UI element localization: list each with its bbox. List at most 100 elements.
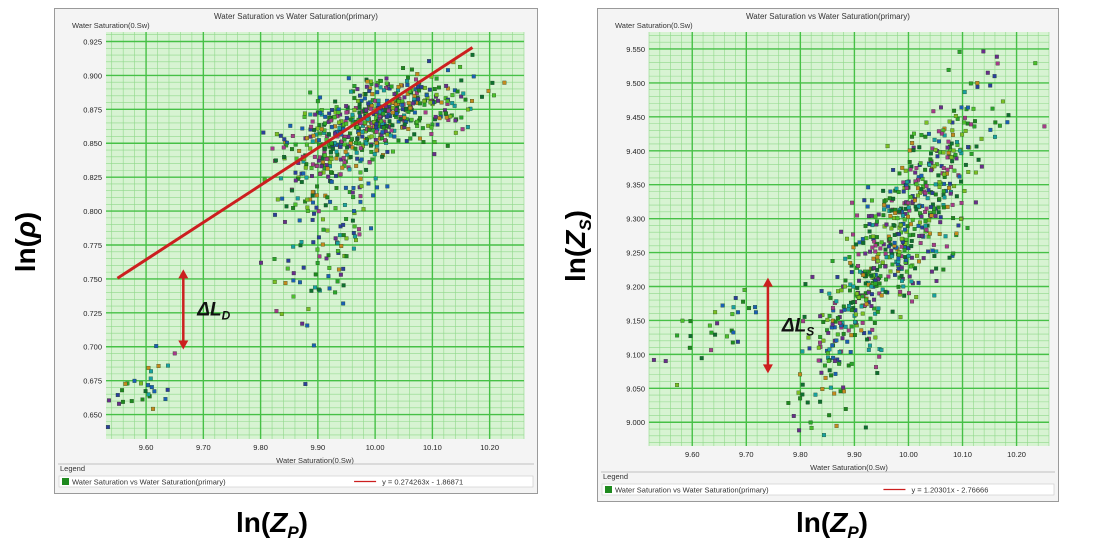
data-point xyxy=(822,433,826,438)
data-point xyxy=(298,280,302,285)
data-point xyxy=(459,115,464,120)
data-point xyxy=(687,345,692,350)
data-point xyxy=(1006,113,1011,118)
data-point xyxy=(303,165,308,170)
data-point xyxy=(841,385,846,390)
data-point xyxy=(365,117,370,122)
data-point xyxy=(304,175,309,180)
data-point xyxy=(324,156,329,161)
data-point xyxy=(828,385,833,390)
data-point xyxy=(470,52,475,57)
data-point xyxy=(356,99,361,103)
data-point xyxy=(897,209,901,214)
data-point xyxy=(414,77,418,82)
data-point xyxy=(316,235,321,240)
data-point xyxy=(303,382,308,387)
data-point xyxy=(924,120,929,125)
data-point xyxy=(446,68,450,73)
data-point xyxy=(816,358,821,363)
data-point xyxy=(833,319,838,324)
data-point xyxy=(916,204,921,209)
data-point xyxy=(325,195,330,200)
data-point xyxy=(381,125,386,130)
data-point xyxy=(923,180,928,185)
data-point xyxy=(827,413,832,418)
data-point xyxy=(290,188,295,193)
data-point xyxy=(864,302,869,307)
data-point xyxy=(864,236,869,241)
data-point xyxy=(901,180,906,185)
data-point xyxy=(820,387,825,392)
data-point xyxy=(426,123,431,128)
data-point xyxy=(341,222,346,227)
data-point xyxy=(899,273,904,278)
data-point xyxy=(906,205,911,210)
y-tick-label: 9.500 xyxy=(626,79,645,88)
data-points xyxy=(105,52,507,430)
data-point xyxy=(881,188,886,193)
data-point xyxy=(279,311,284,316)
data-point xyxy=(699,356,704,361)
data-point xyxy=(311,200,315,205)
data-point xyxy=(270,146,275,151)
y-tick-label: 9.550 xyxy=(626,45,645,54)
data-point xyxy=(902,293,907,298)
data-point xyxy=(323,203,328,208)
annotation-arrowhead-down xyxy=(762,364,773,374)
data-point xyxy=(858,269,862,274)
data-point xyxy=(897,250,902,255)
data-point xyxy=(385,114,390,119)
x-tick-label: 9.90 xyxy=(311,443,326,452)
data-point xyxy=(273,158,278,163)
data-point xyxy=(881,242,886,247)
data-point xyxy=(875,219,879,224)
data-point xyxy=(872,266,877,271)
data-point xyxy=(975,81,980,85)
data-point xyxy=(421,140,426,145)
data-point xyxy=(916,223,921,228)
y-tick-label: 0.825 xyxy=(83,173,102,182)
data-point xyxy=(873,281,878,286)
data-point xyxy=(369,143,373,148)
data-point xyxy=(863,224,868,228)
legend-series-label: Water Saturation vs Water Saturation(pri… xyxy=(615,486,769,495)
data-point xyxy=(952,168,957,173)
data-point xyxy=(854,291,859,296)
data-point xyxy=(291,206,296,210)
data-point xyxy=(374,141,379,145)
data-point xyxy=(306,307,311,312)
data-point xyxy=(680,318,685,323)
data-point xyxy=(941,189,946,194)
data-point xyxy=(952,108,957,113)
data-point xyxy=(417,136,422,141)
data-point xyxy=(867,330,872,335)
top-axis-label: Water Saturation(0.Sw) xyxy=(72,21,150,30)
data-point xyxy=(849,333,854,338)
data-point xyxy=(313,285,318,290)
data-point xyxy=(143,389,148,394)
data-point xyxy=(411,101,416,106)
data-point xyxy=(888,189,893,194)
data-point xyxy=(152,389,157,394)
data-point xyxy=(429,132,434,136)
data-point xyxy=(316,138,321,143)
data-point xyxy=(941,150,946,155)
data-point xyxy=(367,89,372,94)
data-point xyxy=(315,184,320,189)
data-point xyxy=(954,194,959,199)
data-point xyxy=(381,111,386,116)
data-point xyxy=(369,150,374,154)
data-point xyxy=(960,132,965,137)
data-point xyxy=(314,205,319,210)
data-point xyxy=(913,170,918,175)
data-point xyxy=(921,256,926,261)
y-tick-label: 0.850 xyxy=(83,139,102,148)
data-point xyxy=(912,198,917,203)
data-point xyxy=(879,348,884,353)
data-point xyxy=(873,214,878,219)
data-point xyxy=(861,240,866,245)
data-point xyxy=(898,315,903,320)
data-point xyxy=(434,76,439,81)
data-point xyxy=(390,105,395,110)
data-point xyxy=(900,213,905,218)
